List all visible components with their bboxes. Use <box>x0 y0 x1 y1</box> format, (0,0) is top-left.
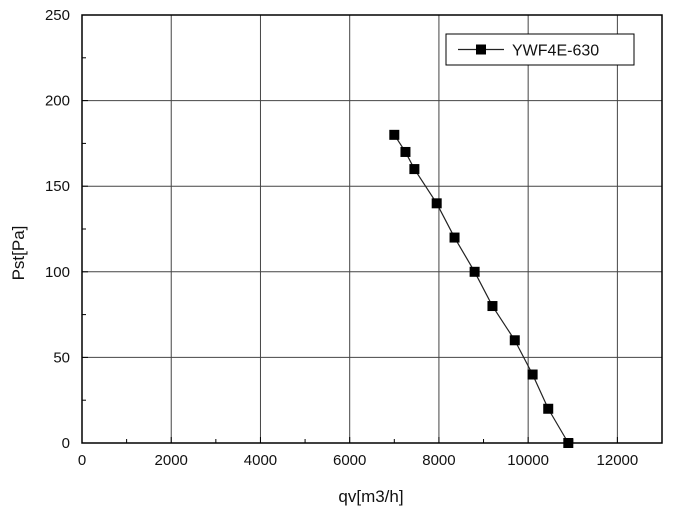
x-tick-label: 8000 <box>422 452 455 469</box>
x-tick-label: 10000 <box>507 452 549 469</box>
y-tick-label: 200 <box>45 93 70 110</box>
data-point <box>469 266 480 277</box>
legend-label: YWF4E-630 <box>512 43 599 60</box>
x-tick-label: 6000 <box>333 452 366 469</box>
axis-layer: 0 2000 4000 6000 8000 10000 12000 0 50 100 150 200 2… <box>45 7 663 469</box>
data-point <box>487 301 498 312</box>
x-axis-title: qv[m3/h] <box>338 487 403 506</box>
data-point <box>389 129 400 140</box>
y-tick-label: 100 <box>45 264 70 281</box>
data-point <box>431 198 442 209</box>
series-line <box>393 134 569 444</box>
y-tick-label: 50 <box>53 349 70 366</box>
y-axis-title: Pst[Pa] <box>9 226 28 281</box>
legend: YWF4E-630 <box>445 33 635 66</box>
y-tick-label: 250 <box>45 7 70 24</box>
x-tick-label: 2000 <box>155 452 188 469</box>
data-point <box>449 232 460 243</box>
data-point <box>400 146 411 157</box>
data-point <box>527 369 538 380</box>
series-layer <box>389 129 574 448</box>
x-tick-label: 4000 <box>244 452 277 469</box>
y-tick-label: 150 <box>45 178 70 195</box>
y-tick-label: 0 <box>62 435 70 452</box>
plot-frame <box>81 14 663 444</box>
legend-marker <box>476 44 486 55</box>
x-tick-label: 0 <box>78 452 86 469</box>
data-point <box>563 438 574 448</box>
x-tick-label: 12000 <box>597 452 639 469</box>
data-point <box>543 403 554 414</box>
grid-layer <box>82 15 662 443</box>
data-point <box>509 335 520 346</box>
data-point <box>409 164 420 175</box>
